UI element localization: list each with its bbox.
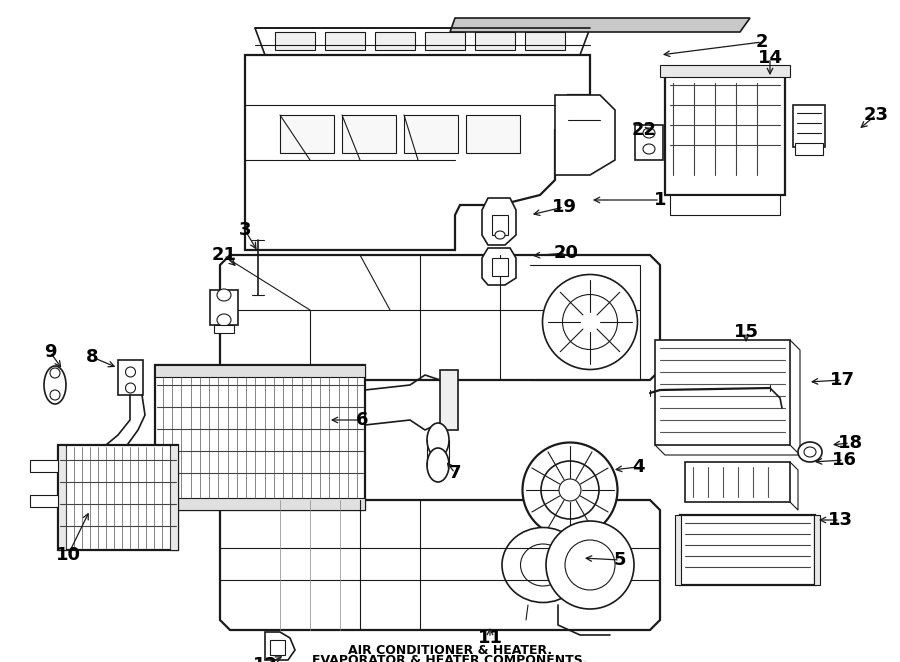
Ellipse shape xyxy=(50,368,60,378)
Bar xyxy=(814,515,820,585)
Ellipse shape xyxy=(543,275,637,369)
Text: 18: 18 xyxy=(837,434,862,452)
Text: 17: 17 xyxy=(830,371,854,389)
Ellipse shape xyxy=(427,423,449,457)
Text: 3: 3 xyxy=(238,221,251,239)
Text: 1: 1 xyxy=(653,191,666,209)
Bar xyxy=(655,340,790,445)
Bar xyxy=(525,32,565,50)
Bar xyxy=(325,32,365,50)
Bar xyxy=(685,462,790,502)
Bar xyxy=(635,125,663,160)
Ellipse shape xyxy=(562,295,617,350)
Ellipse shape xyxy=(546,521,634,609)
Bar xyxy=(795,143,823,155)
Text: 16: 16 xyxy=(832,451,857,469)
Ellipse shape xyxy=(125,383,136,393)
Bar xyxy=(660,65,790,77)
Text: 11: 11 xyxy=(478,629,502,647)
Bar xyxy=(492,215,508,235)
Text: 12: 12 xyxy=(253,656,277,662)
Ellipse shape xyxy=(565,540,615,590)
Polygon shape xyxy=(265,632,295,660)
Ellipse shape xyxy=(502,528,584,602)
Bar xyxy=(793,105,825,147)
Text: 19: 19 xyxy=(552,198,577,216)
Text: 4: 4 xyxy=(632,458,644,476)
Ellipse shape xyxy=(520,544,565,586)
Ellipse shape xyxy=(427,448,449,482)
Bar xyxy=(375,32,415,50)
Polygon shape xyxy=(220,500,660,630)
Text: 21: 21 xyxy=(212,246,237,264)
Bar xyxy=(665,75,785,195)
Bar xyxy=(214,325,234,333)
Polygon shape xyxy=(482,248,516,285)
Bar xyxy=(425,32,465,50)
Bar xyxy=(275,32,315,50)
Ellipse shape xyxy=(50,390,60,400)
Text: 15: 15 xyxy=(734,323,759,341)
Ellipse shape xyxy=(643,128,655,138)
Polygon shape xyxy=(482,198,516,245)
Ellipse shape xyxy=(217,314,231,326)
Ellipse shape xyxy=(44,366,66,404)
Bar xyxy=(280,115,334,153)
Text: 14: 14 xyxy=(758,49,782,67)
Text: 23: 23 xyxy=(863,106,888,124)
Bar xyxy=(155,365,365,510)
Bar xyxy=(670,195,780,215)
Ellipse shape xyxy=(125,367,136,377)
Bar xyxy=(30,460,58,472)
Bar xyxy=(342,115,396,153)
Ellipse shape xyxy=(523,442,617,538)
Bar xyxy=(440,370,458,430)
Text: 10: 10 xyxy=(56,546,80,564)
Bar xyxy=(155,365,365,377)
Bar xyxy=(155,498,365,510)
Text: 5: 5 xyxy=(614,551,626,569)
Polygon shape xyxy=(555,95,615,175)
Text: 2: 2 xyxy=(756,33,769,51)
Bar xyxy=(404,115,458,153)
Bar xyxy=(30,495,58,507)
Text: 7: 7 xyxy=(449,464,461,482)
Text: 8: 8 xyxy=(86,348,98,366)
Bar xyxy=(466,115,520,153)
Ellipse shape xyxy=(643,144,655,154)
Bar xyxy=(58,445,178,550)
Ellipse shape xyxy=(541,461,599,519)
Bar xyxy=(118,360,143,395)
Ellipse shape xyxy=(559,479,581,501)
Ellipse shape xyxy=(495,231,505,239)
Text: 13: 13 xyxy=(827,511,852,529)
Polygon shape xyxy=(245,55,590,250)
Polygon shape xyxy=(255,28,590,55)
Bar xyxy=(170,445,178,550)
Text: 20: 20 xyxy=(554,244,579,262)
Text: 9: 9 xyxy=(44,343,56,361)
Bar xyxy=(58,445,66,550)
Bar xyxy=(475,32,515,50)
Bar xyxy=(675,515,681,585)
Text: EVAPORATOR & HEATER COMPONENTS.: EVAPORATOR & HEATER COMPONENTS. xyxy=(312,653,588,662)
Ellipse shape xyxy=(804,447,816,457)
Text: AIR CONDITIONER & HEATER.: AIR CONDITIONER & HEATER. xyxy=(348,643,552,657)
Bar xyxy=(210,290,238,325)
Polygon shape xyxy=(450,18,750,32)
Polygon shape xyxy=(220,255,660,380)
Bar xyxy=(492,258,508,276)
Ellipse shape xyxy=(217,289,231,301)
Bar xyxy=(680,515,815,585)
Bar xyxy=(270,640,285,655)
Text: 22: 22 xyxy=(632,121,656,139)
Text: 6: 6 xyxy=(356,411,368,429)
Ellipse shape xyxy=(798,442,822,462)
